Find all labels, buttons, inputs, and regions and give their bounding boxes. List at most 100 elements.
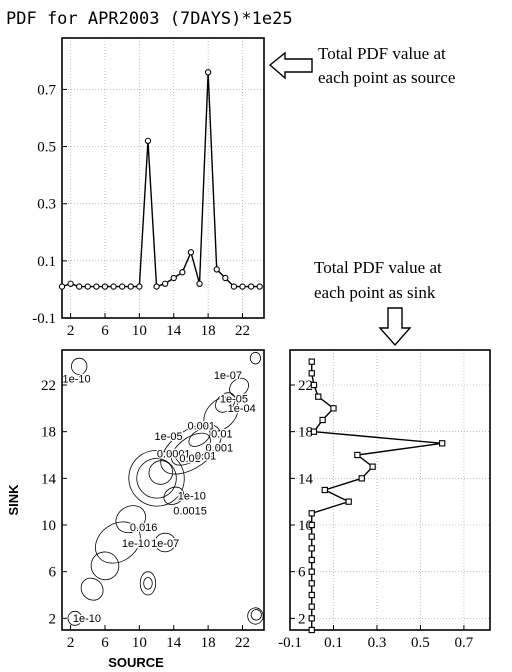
x-tick-label: 0.7 bbox=[455, 635, 474, 651]
data-point bbox=[308, 510, 315, 517]
contour-line bbox=[115, 505, 147, 534]
arrow-down-icon bbox=[378, 307, 412, 347]
y-tick-label: -0.1 bbox=[32, 311, 56, 327]
data-point bbox=[358, 475, 365, 482]
contour-line bbox=[139, 571, 157, 596]
data-point bbox=[144, 137, 152, 145]
data-point bbox=[127, 283, 134, 290]
x-tick-label: 2 bbox=[67, 323, 75, 339]
y-tick-label: 0.5 bbox=[37, 140, 56, 156]
data-point bbox=[310, 428, 318, 435]
contour-label: 1e-07 bbox=[214, 370, 242, 382]
y-tick-label: 14 bbox=[298, 471, 314, 487]
data-point bbox=[230, 283, 238, 290]
annotation-source-line1: Total PDF value at bbox=[318, 44, 446, 63]
plot-frame bbox=[289, 349, 491, 631]
data-point bbox=[76, 283, 83, 290]
x-tick-label: 6 bbox=[101, 323, 109, 339]
x-tick-label: -0.1 bbox=[278, 635, 302, 651]
data-point bbox=[110, 283, 117, 290]
data-point bbox=[319, 416, 326, 424]
contour-line bbox=[143, 577, 153, 590]
contour-line bbox=[136, 458, 177, 499]
x-tick-label: 14 bbox=[166, 635, 182, 651]
y-tick-label: 22 bbox=[41, 378, 56, 394]
y-tick-label: 0.7 bbox=[37, 82, 56, 98]
contour-label: 0.0015 bbox=[173, 506, 207, 518]
contour-label: 1e-07 bbox=[151, 538, 179, 550]
x-tick-label: 0.5 bbox=[411, 635, 430, 651]
contour-label: 0.016 bbox=[130, 522, 158, 534]
plot-frame bbox=[61, 349, 265, 631]
data-point bbox=[119, 283, 126, 290]
series-line bbox=[61, 72, 260, 288]
data-point bbox=[308, 545, 315, 552]
x-tick-label: 22 bbox=[235, 323, 250, 339]
data-point bbox=[239, 283, 246, 290]
x-tick-label: 0.3 bbox=[368, 635, 387, 651]
contour-label: 0.001 bbox=[206, 443, 234, 455]
data-point bbox=[308, 591, 315, 599]
y-tick-label: 14 bbox=[41, 471, 57, 487]
x-tick-label: 18 bbox=[201, 323, 216, 339]
contour-line bbox=[247, 607, 264, 625]
data-point bbox=[308, 358, 315, 365]
data-point bbox=[310, 381, 318, 389]
arrow-left-icon bbox=[268, 51, 313, 80]
x-tick-label: 10 bbox=[132, 323, 147, 339]
y-axis-label: SINK bbox=[6, 484, 21, 516]
data-point bbox=[170, 274, 177, 282]
contour-label: 1e-05 bbox=[220, 394, 248, 406]
contour-line bbox=[229, 377, 249, 397]
data-point bbox=[67, 280, 74, 287]
contour-label: 0.01 bbox=[195, 451, 216, 463]
data-point bbox=[58, 283, 66, 290]
annotation-sink-line1: Total PDF value at bbox=[314, 258, 442, 277]
x-tick-label: 18 bbox=[201, 635, 216, 651]
contour-line bbox=[80, 577, 104, 601]
annotation-sink-line2: each point as sink bbox=[314, 283, 436, 302]
data-point bbox=[308, 615, 315, 622]
data-point bbox=[308, 533, 315, 540]
y-tick-label: 0.1 bbox=[37, 254, 56, 270]
data-point bbox=[84, 283, 91, 290]
data-point bbox=[136, 283, 143, 290]
source-profile-panel: 2 6 10 14 18 22 -0.1 0.1 0.3 0.5 0.7 bbox=[32, 37, 265, 339]
contour-line bbox=[95, 521, 141, 564]
y-tick-label: 6 bbox=[298, 565, 306, 581]
contour-label: 1e-05 bbox=[155, 431, 183, 443]
data-point bbox=[187, 249, 195, 256]
x-axis-label: SOURCE bbox=[108, 655, 164, 670]
contour-label: 0.01 bbox=[179, 453, 200, 465]
contour-line bbox=[163, 486, 184, 505]
data-point bbox=[308, 580, 315, 587]
data-point bbox=[321, 486, 328, 494]
data-point bbox=[345, 498, 352, 505]
data-point bbox=[308, 603, 315, 610]
contour-label: 1e-04 bbox=[228, 403, 256, 415]
contour-line bbox=[148, 460, 174, 485]
data-point bbox=[93, 283, 100, 290]
contour-line bbox=[188, 428, 211, 447]
data-point bbox=[204, 69, 212, 76]
data-point bbox=[213, 266, 220, 273]
y-tick-label: 18 bbox=[298, 425, 313, 441]
plot-frame bbox=[61, 37, 265, 319]
data-point bbox=[256, 283, 263, 290]
data-point bbox=[196, 280, 203, 287]
contour-label: 0.0001 bbox=[157, 448, 191, 460]
y-tick-label: 6 bbox=[49, 565, 57, 581]
data-point bbox=[179, 269, 186, 276]
contour-label: 1e-10 bbox=[122, 538, 150, 550]
contour-line bbox=[90, 551, 120, 581]
contour-line bbox=[160, 423, 222, 475]
annotation-source-line2: each point as source bbox=[318, 68, 455, 87]
data-point bbox=[308, 626, 315, 634]
data-point bbox=[330, 405, 337, 412]
data-point bbox=[101, 283, 109, 290]
data-point bbox=[161, 280, 169, 287]
contour-line bbox=[67, 610, 83, 626]
